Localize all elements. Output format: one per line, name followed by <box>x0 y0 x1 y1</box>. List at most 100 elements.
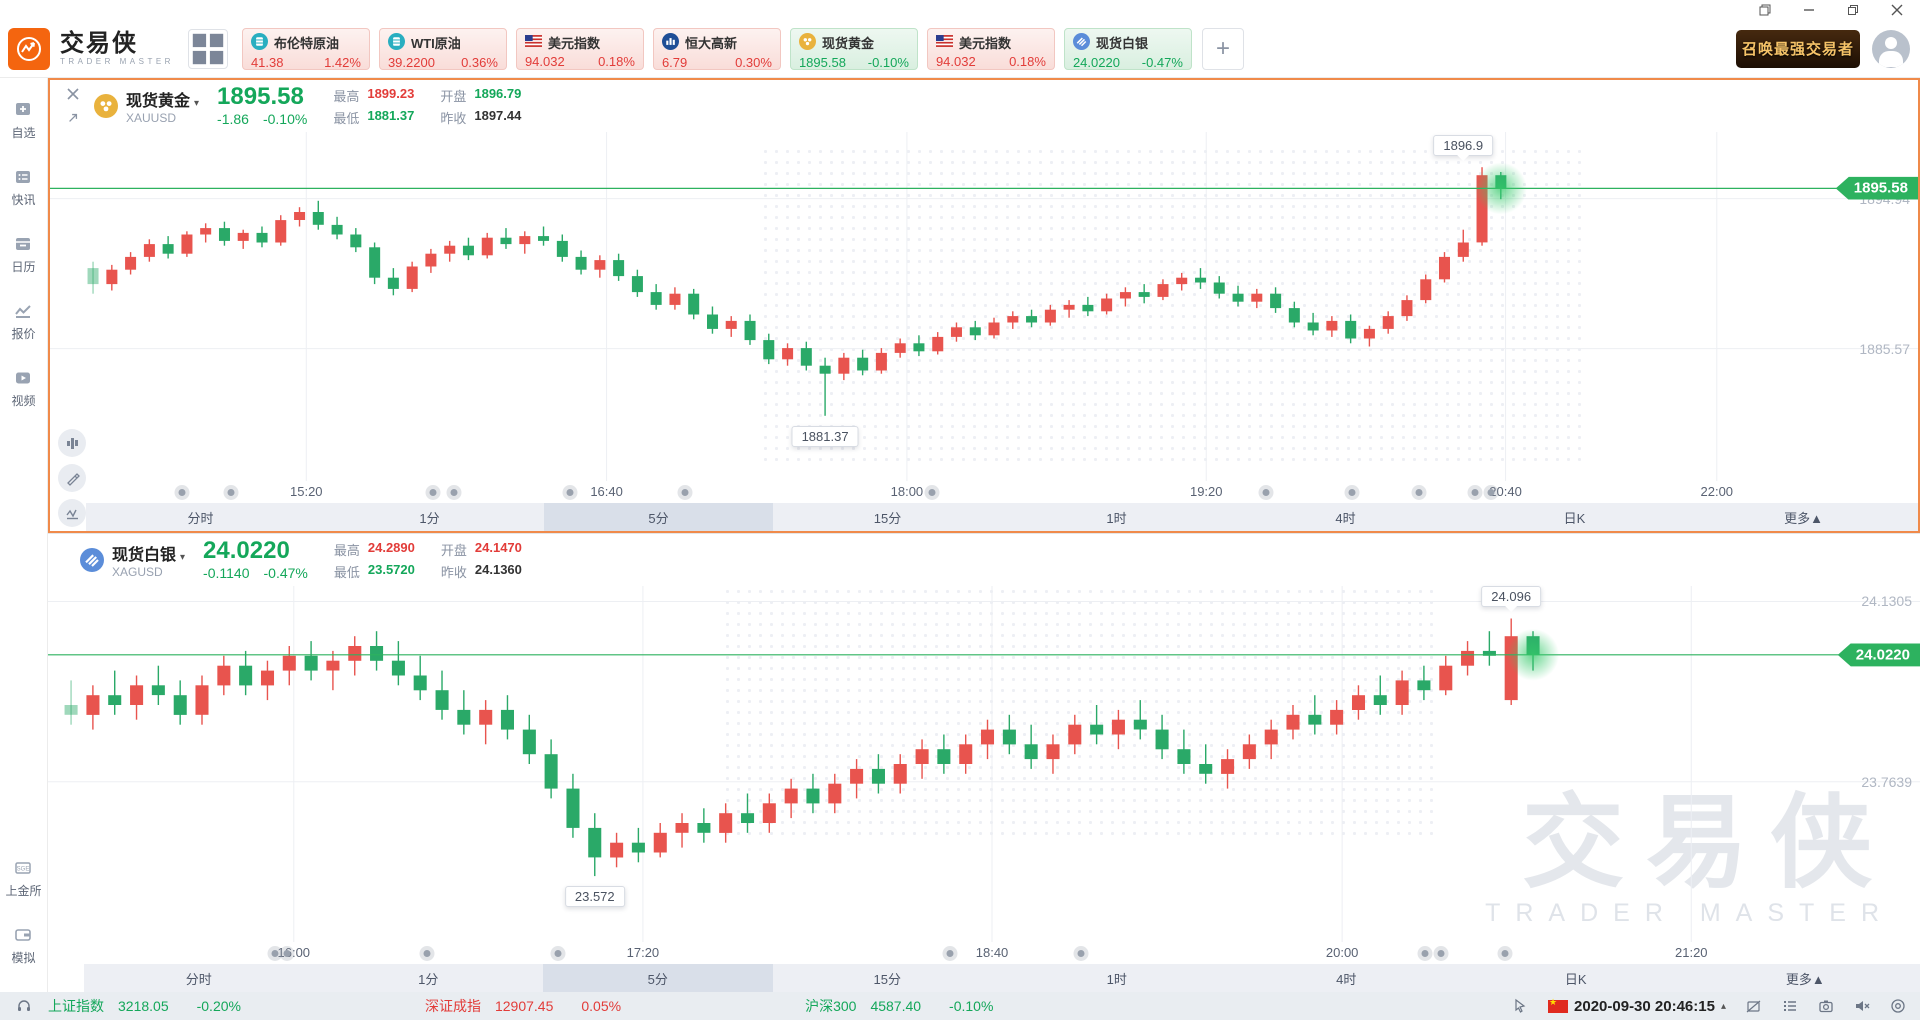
sidebar-item-quotes-chart[interactable]: 报价 <box>11 301 36 342</box>
promo-banner[interactable]: 召唤最强交易者 <box>1736 29 1860 68</box>
restore-icon[interactable] <box>1846 3 1860 17</box>
candle <box>800 348 812 366</box>
add-ticker-button[interactable]: + <box>1201 27 1244 70</box>
candle <box>932 336 944 352</box>
index-quote-深证成指[interactable]: 深证成指 12907.45 0.05% <box>425 996 621 1016</box>
clock-caret-icon: ▴ <box>1720 1000 1726 1012</box>
interval-tab-日K[interactable]: 日K <box>1564 971 1587 987</box>
high-price-annotation: 1896.9 <box>1433 135 1494 157</box>
symbol-code: XAGUSD <box>112 565 163 579</box>
interval-tab-1分[interactable]: 1分 <box>418 971 439 987</box>
close-chart-icon[interactable] <box>64 85 82 103</box>
interval-tab-1时[interactable]: 1时 <box>1106 510 1127 526</box>
event-marker-dot[interactable] <box>1077 950 1085 957</box>
sound-muted-icon[interactable] <box>1854 998 1870 1014</box>
interval-tab-日K[interactable]: 日K <box>1563 510 1586 526</box>
interval-tab-更多[interactable]: 更多▲ <box>1784 510 1823 526</box>
sidebar-item-video[interactable]: 视频 <box>11 368 36 409</box>
stack-windows-icon[interactable] <box>1758 3 1772 17</box>
sidebar-item-wallet[interactable]: 模拟 <box>11 925 36 966</box>
event-marker-dot[interactable] <box>1501 950 1509 957</box>
sidebar-item-calendar[interactable]: 日历 <box>11 234 36 275</box>
event-marker-dot[interactable] <box>1471 489 1479 496</box>
stat-最高: 最高 1899.23 <box>333 85 415 104</box>
interval-tab-5分[interactable]: 5分 <box>544 503 773 531</box>
event-marker-dot[interactable] <box>1487 489 1495 496</box>
event-marker-dot[interactable] <box>423 950 431 957</box>
symbol-selector[interactable]: 现货黄金 ▾ <box>126 93 200 110</box>
sidebar-item-sge[interactable]: SGE 上金所 <box>5 858 42 899</box>
event-marker-dot[interactable] <box>450 489 458 496</box>
ticker-tab-3[interactable]: 恒大高新 6.79 0.30% <box>652 27 781 70</box>
candle <box>1439 665 1453 691</box>
oil-icon <box>250 32 268 53</box>
user-avatar[interactable] <box>1872 29 1910 68</box>
event-marker-dot[interactable] <box>1262 489 1270 496</box>
interval-tab-4时[interactable]: 4时 <box>1335 510 1356 526</box>
interval-tab-15分[interactable]: 15分 <box>873 971 901 987</box>
event-marker-dot[interactable] <box>271 950 279 957</box>
symbol-selector[interactable]: 现货白银 ▾ <box>112 547 186 564</box>
clock[interactable]: 2020-09-30 20:46:15 ▴ <box>1548 997 1726 1015</box>
index-quotes: 上证指数 3218.05 -0.20% 深证成指 12907.45 0.05% 沪深… <box>48 996 1163 1016</box>
event-marker-dot[interactable] <box>554 950 562 957</box>
ticker-tab-1[interactable]: WTI原油 39.2200 0.36% <box>378 27 507 70</box>
index-quote-上证指数[interactable]: 上证指数 3218.05 -0.20% <box>48 996 241 1016</box>
cursor-select-icon[interactable] <box>1512 998 1528 1014</box>
event-marker-dot[interactable] <box>1421 950 1429 957</box>
settings-gear-icon[interactable] <box>1890 998 1906 1014</box>
ticker-tab-4[interactable]: 现货黄金 1895.58 -0.10% <box>789 27 918 70</box>
index-quote-沪深300[interactable]: 沪深300 4587.40 -0.10% <box>805 996 993 1016</box>
interval-tab-5分[interactable]: 5分 <box>543 964 773 992</box>
sidebar-item-star-add[interactable]: 自选 <box>11 100 36 141</box>
candle <box>913 343 925 352</box>
volume-indicator-icon[interactable] <box>58 429 86 457</box>
candle <box>413 675 427 691</box>
order-list-icon[interactable] <box>1782 998 1798 1014</box>
screenshot-camera-icon[interactable] <box>1818 998 1834 1014</box>
event-marker-dot[interactable] <box>1415 489 1423 496</box>
line-indicator-icon[interactable] <box>58 499 86 527</box>
interval-tab-分时[interactable]: 分时 <box>187 510 214 526</box>
interval-tab-1分[interactable]: 1分 <box>419 510 440 526</box>
event-marker-dot[interactable] <box>1348 489 1356 496</box>
interval-tab-15分[interactable]: 15分 <box>873 510 902 526</box>
candle <box>500 237 512 245</box>
world-map-watermark <box>759 145 1582 468</box>
ticker-name: 现货黄金 <box>821 36 874 51</box>
event-marker-dot[interactable] <box>429 489 437 496</box>
event-marker-dot[interactable] <box>928 489 936 496</box>
event-marker-dot[interactable] <box>946 950 954 957</box>
ticker-tab-0[interactable]: 布伦特原油 41.38 1.42% <box>241 27 370 70</box>
ticker-tab-6[interactable]: 现货白银 24.0220 -0.47% <box>1063 27 1192 70</box>
minimize-icon[interactable] <box>1802 3 1816 17</box>
drawing-disabled-icon[interactable] <box>1746 998 1762 1014</box>
draw-pencil-icon[interactable] <box>58 464 86 492</box>
interval-tab-分时[interactable]: 分时 <box>185 971 212 987</box>
candle <box>239 665 253 686</box>
candlestick-chart[interactable]: 交易侠 TRADER MASTER 24.1305 23.7639 24.0220 2… <box>48 586 1920 942</box>
candle <box>1420 279 1432 301</box>
event-marker-dot[interactable] <box>178 489 186 496</box>
candle <box>391 660 405 676</box>
event-marker-dot[interactable] <box>1437 950 1445 957</box>
layout-grid-icon[interactable] <box>187 28 228 69</box>
sidebar-item-news-list[interactable]: 快讯 <box>11 167 36 208</box>
ticker-tab-5[interactable]: 美元指数 94.032 0.18% <box>926 27 1055 70</box>
support-headset-icon[interactable] <box>0 998 48 1014</box>
sidebar-item-label: 模拟 <box>11 951 36 965</box>
interval-tab-4时[interactable]: 4时 <box>1336 971 1357 987</box>
grid-layer <box>50 132 1918 481</box>
interval-tab-1时[interactable]: 1时 <box>1106 971 1127 987</box>
ticker-tab-2[interactable]: 美元指数 94.032 0.18% <box>515 27 644 70</box>
event-marker-dot[interactable] <box>566 489 574 496</box>
close-icon[interactable] <box>1890 3 1904 17</box>
event-marker-dot[interactable] <box>227 489 235 496</box>
svg-text:SGE: SGE <box>17 867 30 873</box>
candle <box>1308 714 1322 725</box>
expand-chart-icon[interactable] <box>64 109 82 127</box>
event-marker-dot[interactable] <box>681 489 689 496</box>
interval-tab-更多[interactable]: 更多▲ <box>1785 971 1825 987</box>
event-marker-dot[interactable] <box>283 950 291 957</box>
